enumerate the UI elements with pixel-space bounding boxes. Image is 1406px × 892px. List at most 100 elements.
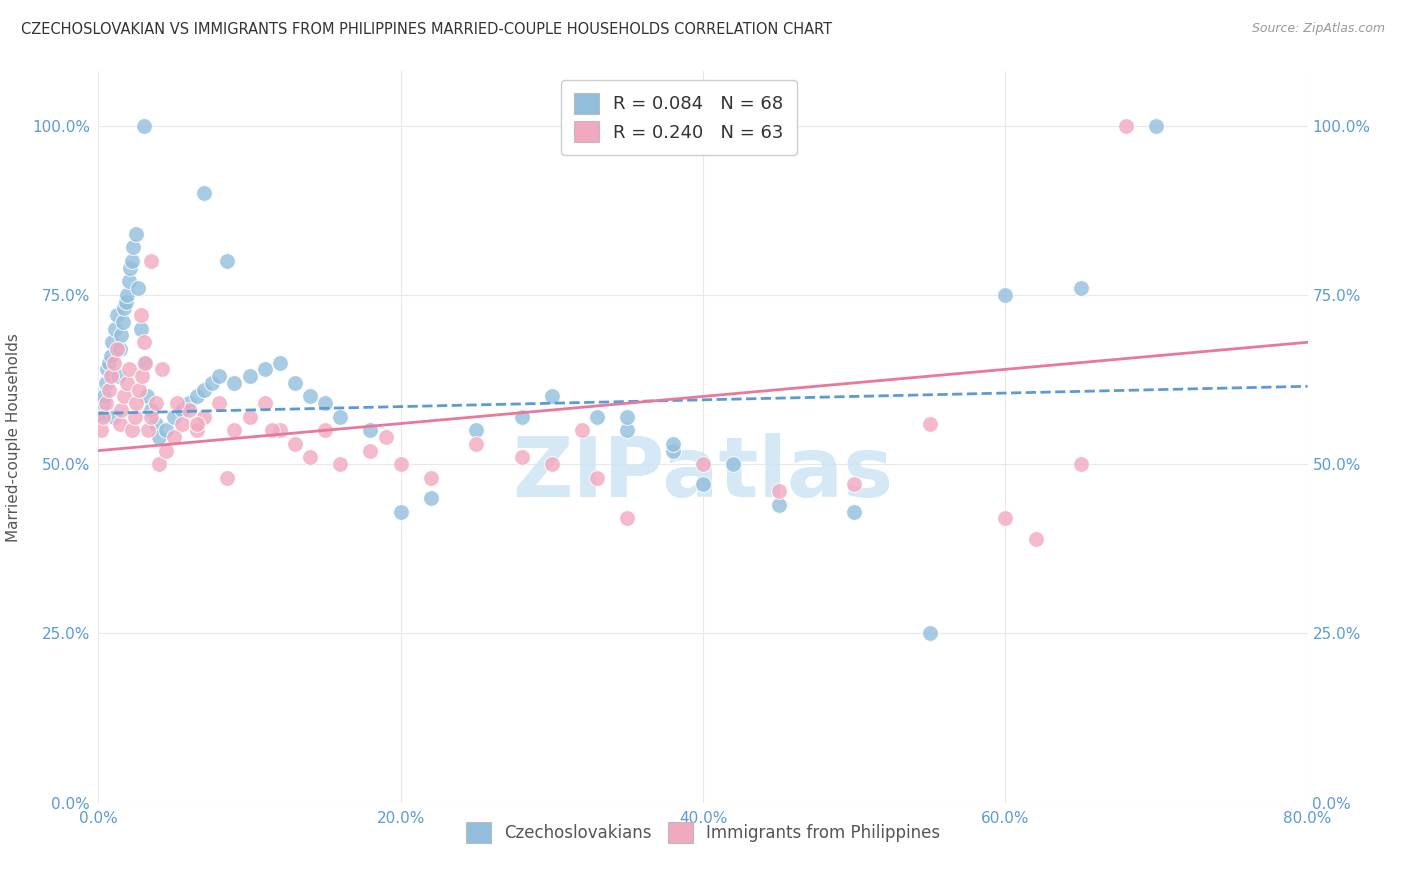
Point (540, 389, 562, 403)
Point (360, 423, 382, 437)
Point (420, 471, 443, 485)
Point (186, 389, 208, 403)
Point (112, 301, 135, 316)
Text: ZIPatlas: ZIPatlas (513, 434, 893, 514)
Point (1070, 281, 1092, 295)
Point (90, 409, 112, 424)
Point (107, 369, 129, 384)
Point (111, 315, 134, 329)
Point (768, 498, 790, 512)
Point (253, 396, 276, 410)
Point (122, 240, 145, 254)
Point (179, 403, 201, 417)
Point (135, 389, 157, 403)
Point (132, 335, 155, 350)
Point (90, 423, 112, 437)
Point (103, 409, 125, 424)
Point (1115, 119, 1137, 133)
Point (269, 423, 291, 437)
Point (269, 355, 291, 369)
Point (284, 437, 307, 451)
Point (101, 335, 124, 350)
Y-axis label: Married-couple Households: Married-couple Households (6, 333, 21, 541)
Point (141, 409, 163, 424)
Point (768, 484, 790, 499)
Point (91, 409, 114, 424)
Point (193, 409, 215, 424)
Point (661, 443, 683, 458)
Point (360, 443, 382, 458)
Point (420, 491, 443, 505)
Point (141, 403, 163, 417)
Point (145, 396, 167, 410)
Point (329, 457, 352, 471)
Point (186, 417, 208, 431)
Point (114, 294, 136, 309)
Point (374, 430, 396, 444)
Point (115, 376, 138, 390)
Point (129, 308, 152, 322)
Point (215, 471, 238, 485)
Point (299, 389, 322, 403)
Point (155, 423, 177, 437)
Point (121, 254, 143, 268)
Point (616, 511, 638, 525)
Point (125, 396, 148, 410)
Point (540, 457, 562, 471)
Point (104, 322, 127, 336)
Point (108, 417, 131, 431)
Point (723, 457, 745, 471)
Point (96, 362, 118, 376)
Point (329, 409, 352, 424)
Point (510, 409, 533, 424)
Point (262, 423, 284, 437)
Point (465, 423, 488, 437)
Point (155, 443, 177, 458)
Point (299, 450, 322, 465)
Point (179, 396, 201, 410)
Point (118, 274, 141, 288)
Point (131, 369, 153, 384)
Point (148, 430, 170, 444)
Point (186, 423, 208, 437)
Point (94, 396, 117, 410)
Point (239, 409, 262, 424)
Point (100, 349, 122, 363)
Point (150, 362, 173, 376)
Point (389, 457, 412, 471)
Point (110, 403, 132, 417)
Point (1070, 457, 1092, 471)
Point (586, 471, 609, 485)
Point (253, 362, 276, 376)
Point (571, 423, 593, 437)
Point (170, 417, 193, 431)
Point (166, 396, 188, 410)
Point (91, 396, 114, 410)
Point (465, 437, 488, 451)
Point (586, 409, 609, 424)
Text: Source: ZipAtlas.com: Source: ZipAtlas.com (1251, 22, 1385, 36)
Point (100, 369, 122, 384)
Point (148, 457, 170, 471)
Point (163, 409, 186, 424)
Point (510, 450, 533, 465)
Point (112, 389, 135, 403)
Text: CZECHOSLOVAKIAN VS IMMIGRANTS FROM PHILIPPINES MARRIED-COUPLE HOUSEHOLDS CORRELA: CZECHOSLOVAKIAN VS IMMIGRANTS FROM PHILI… (21, 22, 832, 37)
Point (115, 288, 138, 302)
Point (389, 505, 412, 519)
Point (616, 423, 638, 437)
Point (239, 369, 262, 384)
Point (127, 281, 149, 295)
Point (103, 355, 125, 369)
Point (118, 362, 141, 376)
Point (193, 383, 215, 397)
Point (94, 376, 117, 390)
Point (314, 423, 336, 437)
Point (844, 505, 866, 519)
Point (844, 477, 866, 491)
Point (201, 376, 224, 390)
Point (692, 477, 714, 491)
Point (918, 417, 941, 431)
Point (121, 423, 143, 437)
Point (208, 396, 231, 410)
